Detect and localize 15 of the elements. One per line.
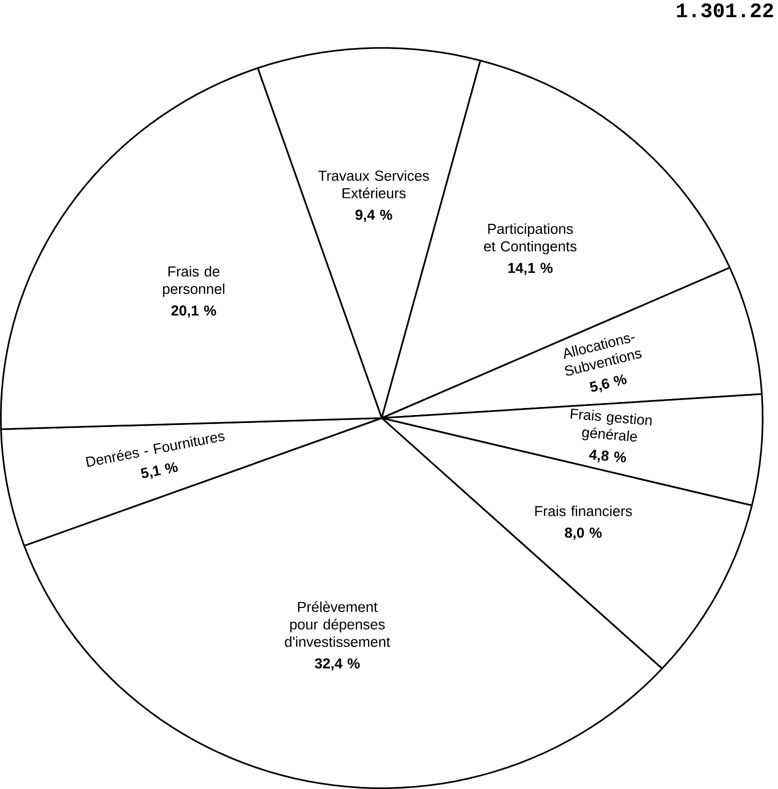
data-label: 9,4 % [356, 210, 392, 222]
slice-label: Prélèvement pour dépenses d'investissement [285, 601, 390, 647]
data-label: 5,1 % [141, 462, 178, 479]
slice-label: Frais gestion générale [570, 408, 652, 442]
slice-label: Frais financiers [535, 506, 632, 516]
data-label: 20,1 % [172, 305, 216, 318]
chart-title: 1.301.22 [677, 3, 774, 18]
data-label: 8,0 % [565, 528, 602, 540]
data-label: 14,1 % [508, 262, 553, 276]
data-label: 32,4 % [314, 658, 360, 671]
data-label: 4,8 % [589, 450, 626, 462]
slice-label: Frais de personnel [163, 266, 224, 297]
slice-label: Travaux Services Extérieurs [318, 170, 430, 198]
slice-label: Participations et Contingents [484, 223, 577, 254]
data-label: 5,6 % [590, 374, 627, 392]
